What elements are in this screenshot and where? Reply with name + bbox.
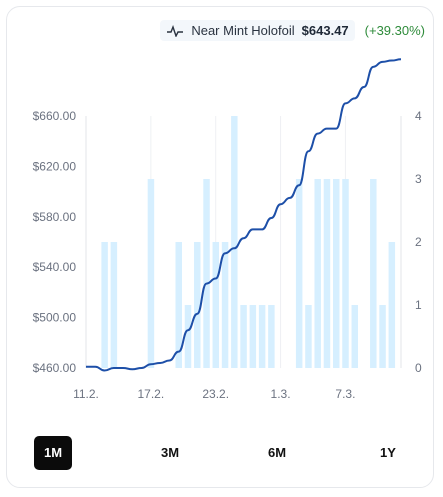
- volume-bar: [147, 179, 155, 368]
- y-right-tick-label: 4: [415, 109, 422, 123]
- y-left-tick-label: $620.00: [33, 159, 77, 173]
- x-tick-label: 11.2.: [73, 387, 99, 401]
- range-button-1m[interactable]: 1M: [34, 436, 72, 470]
- x-tick-label: 17.2.: [138, 387, 165, 401]
- volume-bar: [323, 179, 331, 368]
- range-button-3m[interactable]: 3M: [160, 445, 180, 460]
- price-chart: 11.2. 17.2. 23.2. 1.3. 7.3. $660.00 $620.00 $58…: [33, 58, 422, 401]
- volume-bar: [342, 179, 349, 368]
- y-left-tick-label: $580.00: [33, 210, 77, 224]
- range-selector: 1M 3M 6M 1Y: [34, 436, 414, 470]
- volume-bar: [249, 305, 257, 368]
- y-left-tick-label: $460.00: [33, 361, 77, 375]
- y-right-tick-label: 2: [415, 235, 422, 249]
- y-right-tick-label: 1: [415, 298, 422, 312]
- x-tick-label: 1.3.: [271, 387, 291, 401]
- volume-bar: [101, 242, 108, 368]
- y-left-tick-label: $500.00: [33, 311, 77, 325]
- price-change: (+39.30%): [364, 23, 425, 38]
- volume-bar: [175, 242, 182, 368]
- volume-bar: [184, 305, 192, 368]
- variant-name: Near Mint Holofoil: [191, 23, 295, 38]
- current-price: $643.47: [301, 23, 349, 38]
- volume-bar: [194, 242, 201, 368]
- volume-bar: [231, 116, 238, 368]
- range-button-1y[interactable]: 1Y: [380, 445, 396, 460]
- volume-bar: [388, 242, 396, 368]
- volume-bar: [268, 305, 275, 368]
- y-right-tick-label: 0: [415, 361, 422, 375]
- volume-bar: [305, 305, 312, 368]
- y-right-tick-label: 3: [415, 172, 422, 186]
- volume-bar: [379, 305, 386, 368]
- volume-bar: [351, 305, 359, 368]
- x-tick-label: 23.2.: [202, 387, 229, 401]
- volume-bar: [314, 179, 321, 368]
- volume-bar: [258, 305, 266, 368]
- volume-bar: [203, 179, 210, 368]
- volume-bar: [221, 242, 229, 368]
- variant-legend-item[interactable]: Near Mint Holofoil $643.47: [160, 20, 355, 41]
- price-line: [86, 58, 402, 372]
- y-left-tick-label: $540.00: [33, 260, 77, 274]
- volume-bar: [295, 179, 303, 368]
- volume-bar: [212, 242, 220, 368]
- volume-bar: [332, 179, 340, 368]
- y-left-tick-label: $660.00: [33, 109, 77, 123]
- range-button-6m[interactable]: 6M: [267, 445, 287, 460]
- x-tick-label: 7.3.: [335, 387, 355, 401]
- chart-legend: Near Mint Holofoil $643.47 (+39.30%): [160, 20, 425, 41]
- pulse-line-icon: [167, 24, 184, 37]
- volume-bar: [240, 305, 247, 368]
- volume-bar: [110, 242, 118, 368]
- volume-bar: [370, 179, 377, 368]
